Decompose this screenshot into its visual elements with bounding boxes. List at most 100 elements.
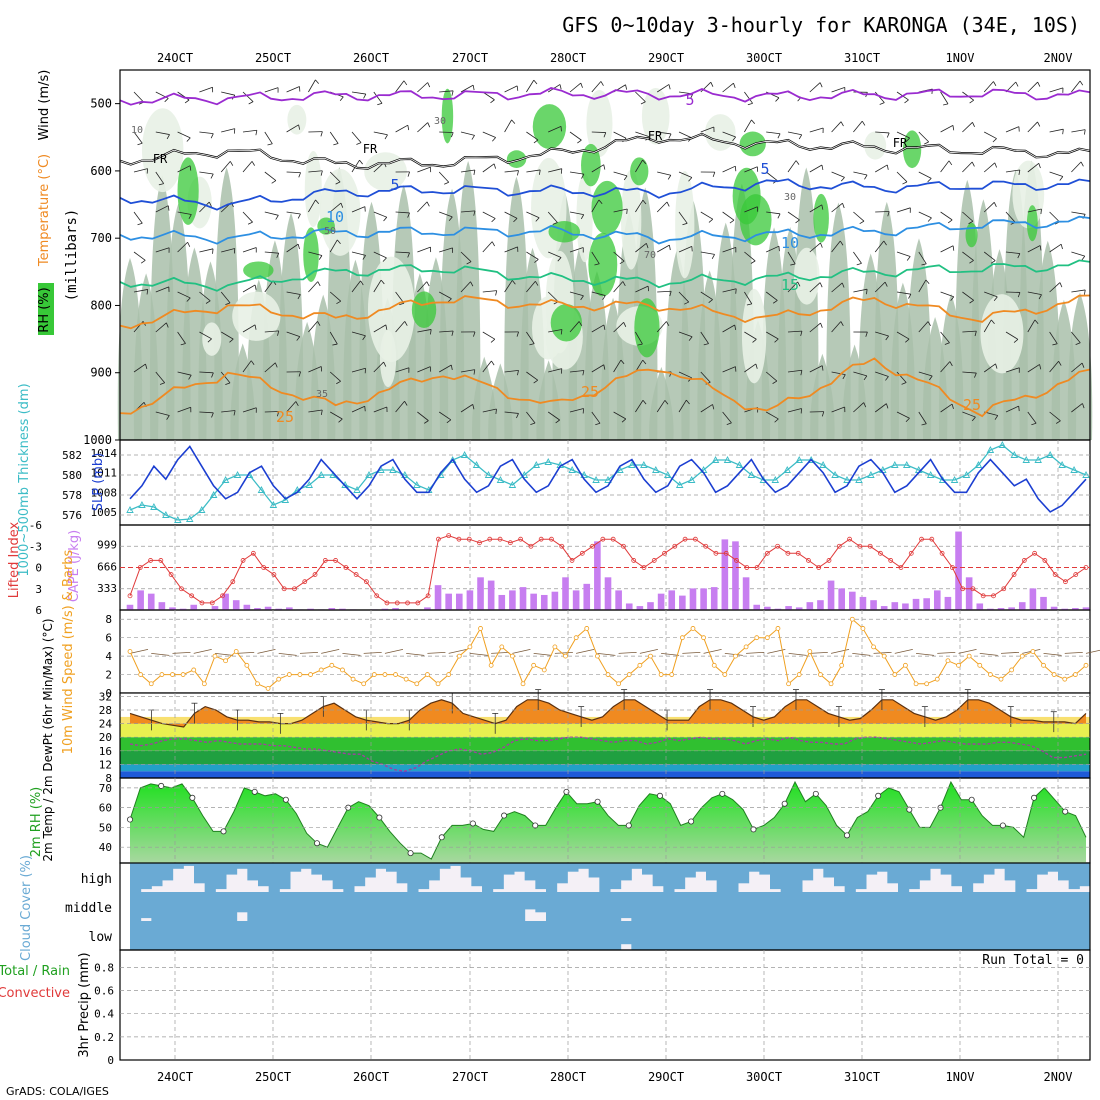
wind-barb bbox=[308, 170, 323, 173]
cloud-cell bbox=[1004, 892, 1016, 921]
wind-barb bbox=[193, 648, 212, 654]
wind-barb bbox=[613, 251, 625, 262]
wind-barb bbox=[318, 255, 323, 260]
cloud-cell bbox=[492, 863, 504, 890]
cloud-cell bbox=[599, 921, 611, 950]
li-marker bbox=[559, 543, 565, 549]
thickness-marker bbox=[460, 451, 469, 458]
wind-barb bbox=[177, 241, 188, 253]
rh2m-marker bbox=[1031, 794, 1038, 801]
cloud-cell bbox=[930, 863, 942, 869]
rh2m-marker bbox=[220, 828, 227, 835]
wind-barb bbox=[439, 247, 453, 253]
cloud-cell bbox=[130, 863, 142, 892]
wind-barb bbox=[984, 131, 997, 139]
wind-barb bbox=[1005, 169, 1020, 173]
wind-barb bbox=[908, 294, 912, 299]
cloud-cell bbox=[375, 863, 387, 869]
wind-barb bbox=[752, 338, 757, 343]
isotherm-label: 25 bbox=[581, 383, 599, 401]
cape-bar bbox=[625, 603, 633, 610]
rh-shade-green bbox=[303, 227, 319, 282]
wind-barb bbox=[233, 410, 236, 416]
cloud-cell bbox=[172, 892, 184, 921]
wind-barb bbox=[308, 321, 318, 333]
li-marker bbox=[394, 600, 400, 606]
wind-barb bbox=[603, 364, 606, 370]
wind-speed-marker bbox=[510, 653, 515, 659]
wind-barb bbox=[407, 252, 410, 258]
cape-bar bbox=[243, 604, 251, 610]
wind-barb bbox=[1071, 129, 1086, 133]
wind-barb bbox=[424, 420, 429, 424]
wind-speed-marker bbox=[201, 681, 207, 687]
wind-barb bbox=[491, 360, 495, 366]
y-tick-rh2m: 50 bbox=[99, 821, 112, 834]
wind-barb bbox=[657, 171, 671, 176]
cloud-cell bbox=[535, 892, 547, 913]
thickness-marker bbox=[209, 491, 218, 498]
wind-barb bbox=[775, 97, 780, 102]
y-tick-precip: 0 bbox=[107, 1054, 114, 1067]
cape-bar bbox=[700, 588, 707, 610]
wind-barb bbox=[924, 141, 929, 145]
wind-barb bbox=[688, 177, 693, 182]
cloud-cell bbox=[716, 863, 728, 892]
y-tick-label: 1000 bbox=[83, 433, 112, 447]
cape-bar bbox=[286, 607, 293, 610]
wind-barb bbox=[151, 652, 170, 656]
wind-barb bbox=[133, 363, 146, 373]
rh-contour-label: 50 bbox=[324, 226, 336, 237]
y-tick-precip: 0.2 bbox=[94, 1031, 114, 1044]
wind-barb bbox=[657, 131, 672, 135]
wind-barb bbox=[504, 369, 519, 373]
cloud-cell bbox=[876, 892, 888, 921]
cloud-cell bbox=[823, 921, 835, 950]
cloud-cell bbox=[834, 892, 846, 921]
cape-bar bbox=[540, 594, 548, 610]
wind-barb bbox=[809, 242, 821, 253]
wind-barb bbox=[320, 170, 323, 176]
wind-barb bbox=[613, 359, 622, 373]
wind-barb bbox=[533, 139, 539, 144]
wind-barb bbox=[722, 131, 736, 138]
wind-barb bbox=[473, 210, 476, 216]
wind-speed-marker bbox=[233, 649, 239, 654]
cloud-cell bbox=[706, 921, 718, 950]
wind-barb bbox=[940, 331, 950, 344]
wind-speed-marker bbox=[796, 672, 802, 677]
wind-barb bbox=[886, 403, 889, 409]
wind-barb bbox=[155, 411, 170, 416]
rh-shade-green bbox=[550, 303, 582, 342]
thickness-marker bbox=[986, 446, 995, 453]
wind-barb bbox=[492, 137, 496, 142]
cloud-cell bbox=[599, 863, 611, 892]
wind-barb bbox=[186, 137, 191, 142]
rh2m-marker bbox=[314, 840, 321, 847]
wind-barb bbox=[798, 134, 803, 140]
wind-barb bbox=[905, 137, 910, 142]
wind-barb bbox=[569, 82, 582, 93]
wind-barb bbox=[548, 168, 562, 173]
cloud-cell bbox=[514, 921, 526, 950]
wind-barb bbox=[657, 290, 672, 293]
wind-barb bbox=[809, 365, 823, 373]
wind-barb bbox=[971, 416, 976, 422]
y-label-wind10m: 10m Wind Speed (m/s) & Barbs bbox=[61, 549, 76, 754]
wind-barb bbox=[971, 161, 975, 167]
wind-barb bbox=[383, 216, 388, 222]
wind-speed-marker bbox=[722, 672, 728, 677]
cape-bar bbox=[710, 587, 718, 610]
slp-line bbox=[129, 445, 1087, 513]
wind-speed-marker bbox=[637, 662, 643, 668]
cloud-cell bbox=[354, 921, 366, 950]
wind-barb bbox=[765, 371, 778, 382]
cloud-cell bbox=[396, 921, 408, 950]
x-tick-label-bottom: 31OCT bbox=[844, 1070, 880, 1084]
thickness-marker bbox=[1010, 451, 1019, 458]
wind-barb bbox=[885, 376, 889, 381]
thickness-marker bbox=[1022, 456, 1031, 463]
wind-barb bbox=[516, 413, 519, 419]
cape-bar bbox=[381, 608, 389, 610]
